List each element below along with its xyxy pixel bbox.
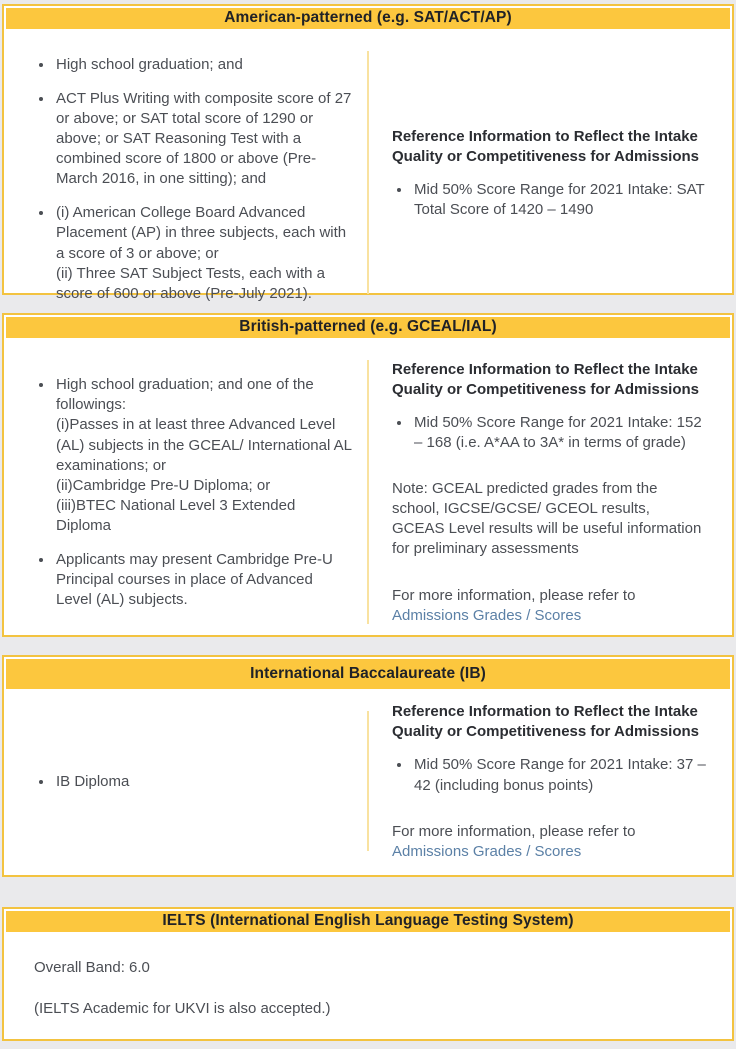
list-item: Mid 50% Score Range for 2021 Intake: 37 … [412,755,706,795]
section-ib-title: International Baccalaureate (IB) [250,664,486,682]
list-item: IB Diploma [54,772,352,792]
reference-heading: Reference Information to Reflect the Int… [392,703,700,741]
british-requirements-column: High school graduation; and one of the f… [4,338,368,648]
list-item: Mid 50% Score Range for 2021 Intake: 152… [412,413,706,453]
list-item: ACT Plus Writing with composite score of… [54,89,352,189]
list-item: High school graduation; and [54,55,352,75]
column-divider [367,711,369,851]
section-ib-header: International Baccalaureate (IB) [6,659,730,689]
ib-reference-list: Mid 50% Score Range for 2021 Intake: 37 … [392,755,706,795]
section-ib-body: IB Diploma Reference Information to Refl… [4,689,732,875]
section-british-patterned: British-patterned (e.g. GCEAL/IAL) High … [2,313,734,637]
section-american-header: American-patterned (e.g. SAT/ACT/AP) [6,8,730,29]
ielts-ukvi-note: (IELTS Academic for UKVI is also accepte… [34,999,331,1017]
section-american-title: American-patterned (e.g. SAT/ACT/AP) [224,9,512,26]
section-british-header: British-patterned (e.g. GCEAL/IAL) [6,317,730,338]
american-requirements-list: High school graduation; and ACT Plus Wri… [34,55,352,304]
american-reference-column: Reference Information to Reflect the Int… [368,29,732,318]
section-international-baccalaureate: International Baccalaureate (IB) IB Dipl… [2,655,734,877]
more-info-text: For more information, please refer to [392,822,636,840]
column-divider [367,359,369,624]
british-reference-list: Mid 50% Score Range for 2021 Intake: 152… [392,413,706,453]
section-british-title: British-patterned (e.g. GCEAL/IAL) [239,318,497,335]
admissions-grades-scores-link[interactable]: Admissions Grades / Scores [392,606,582,624]
section-ielts-header: IELTS (International English Language Te… [6,911,730,932]
section-ielts-body: Overall Band: 6.0 (IELTS Academic for UK… [4,932,732,1045]
admissions-grades-scores-link[interactable]: Admissions Grades / Scores [392,842,582,860]
section-american-patterned: American-patterned (e.g. SAT/ACT/AP) Hig… [2,4,734,302]
section-ielts: IELTS (International English Language Te… [2,907,734,1041]
column-divider [367,50,369,294]
ib-requirements-column: IB Diploma [4,689,368,875]
list-item: Mid 50% Score Range for 2021 Intake: SAT… [412,180,706,220]
section-american-body: High school graduation; and ACT Plus Wri… [4,29,732,318]
list-item: High school graduation; and one of the f… [54,375,352,536]
british-note: Note: GCEAL predicted grades from the sc… [392,480,702,558]
more-info-paragraph: For more information, please refer to Ad… [392,560,706,626]
list-item: Applicants may present Cambridge Pre-U P… [54,550,352,610]
more-info-paragraph: For more information, please refer to Ad… [392,822,706,862]
ib-requirements-list: IB Diploma [34,772,352,792]
ielts-overall-band: Overall Band: 6.0 [34,958,150,976]
british-reference-column: Reference Information to Reflect the Int… [368,338,732,648]
american-reference-list: Mid 50% Score Range for 2021 Intake: SAT… [392,180,706,220]
section-british-body: High school graduation; and one of the f… [4,338,732,648]
american-requirements-column: High school graduation; and ACT Plus Wri… [4,29,368,318]
list-item: (i) American College Board Advanced Plac… [54,203,352,303]
section-ielts-title: IELTS (International English Language Te… [162,912,574,929]
reference-heading: Reference Information to Reflect the Int… [392,127,700,165]
reference-heading: Reference Information to Reflect the Int… [392,360,700,398]
british-requirements-list: High school graduation; and one of the f… [34,375,352,610]
more-info-text: For more information, please refer to [392,586,636,604]
ib-reference-column: Reference Information to Reflect the Int… [368,689,732,875]
